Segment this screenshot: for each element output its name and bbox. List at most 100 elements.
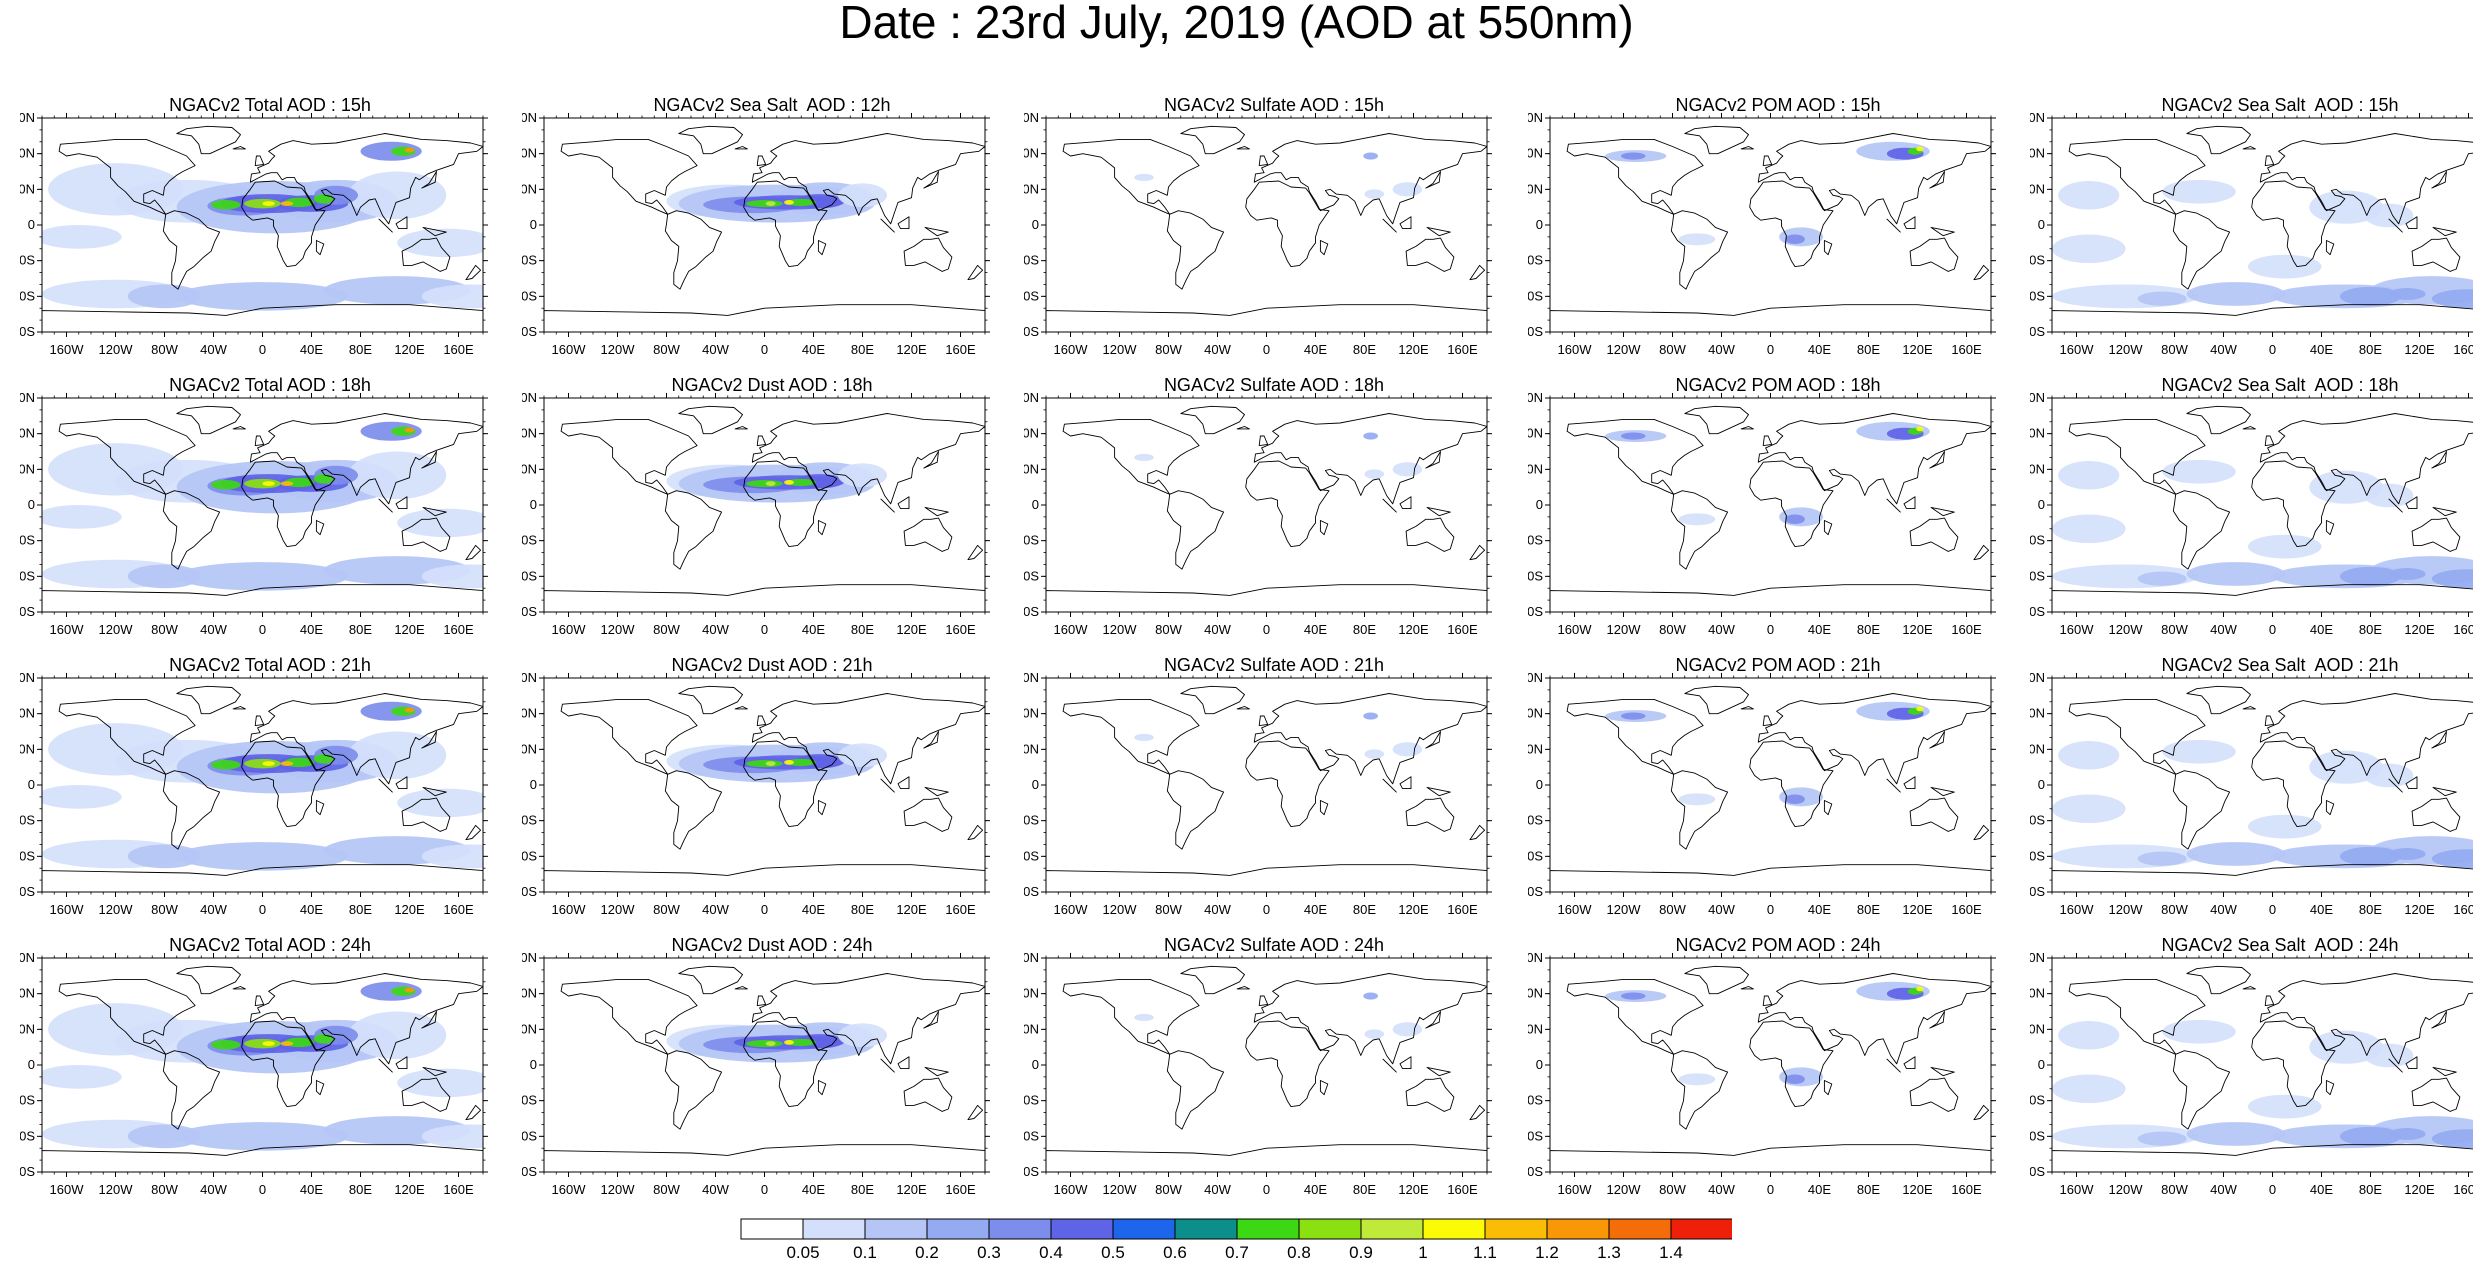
world-map: 90N60N30N030S60S90S160W120W80W40W040E80E… [1528,650,2028,920]
longitude-tick-label: 80E [851,622,874,637]
longitude-tick-label: 160E [1951,1182,1982,1197]
longitude-tick-label: 120E [1902,342,1933,357]
aod-field [2052,515,2126,544]
longitude-tick-label: 160E [945,622,976,637]
aod-field [1916,147,1923,152]
longitude-tick-label: 80W [2161,342,2188,357]
latitude-tick-label: 90S [1024,1164,1039,1179]
latitude-tick-label: 0 [1032,497,1039,512]
longitude-tick-label: 160W [1558,902,1593,917]
latitude-tick-label: 30N [1024,181,1039,196]
aod-field [1621,712,1646,719]
longitude-tick-label: 160W [1054,902,1089,917]
latitude-tick-label: 90S [1528,1164,1543,1179]
longitude-tick-label: 80W [1659,342,1686,357]
colorbar-swatch [989,1219,1051,1239]
longitude-tick-label: 160W [2060,622,2095,637]
aod-field [1365,189,1385,199]
longitude-tick-label: 80W [151,342,178,357]
latitude-tick-label: 60S [522,848,537,863]
latitude-tick-label: 60N [20,706,35,721]
world-map: 90N60N30N030S60S90S160W120W80W40W040E80E… [1024,650,1524,920]
longitude-tick-label: 120E [1902,1182,1933,1197]
colorbar-tick-label: 0.6 [1163,1243,1187,1263]
latitude-tick-label: 0 [530,497,537,512]
aod-field [177,1122,349,1151]
latitude-tick-label: 90S [1024,884,1039,899]
longitude-tick-label: 40E [802,1182,825,1197]
longitude-tick-label: 80E [2359,342,2382,357]
aod-field [177,562,349,591]
longitude-tick-label: 0 [761,342,768,357]
longitude-tick-label: 120W [1607,622,1642,637]
latitude-tick-label: 30S [1528,1093,1543,1108]
aod-field [1134,454,1154,461]
map-panel: 90N60N30N030S60S90S160W120W80W40W040E80E… [1024,930,1524,1200]
longitude-tick-label: 40E [1304,1182,1327,1197]
longitude-tick-label: 160E [443,342,474,357]
latitude-tick-label: 60N [1528,706,1543,721]
colorbar-swatch [1299,1219,1361,1239]
world-map: 90N60N30N030S60S90S160W120W80W40W040E80E… [522,930,1022,1200]
longitude-tick-label: 40W [702,902,729,917]
latitude-tick-label: 90S [522,604,537,619]
longitude-tick-label: 160E [945,902,976,917]
map-panel: 90N60N30N030S60S90S160W120W80W40W040E80E… [1528,90,2028,360]
aod-field [263,1041,275,1046]
world-map: 90N60N30N030S60S90S160W120W80W40W040E80E… [2030,370,2473,640]
latitude-tick-label: 30N [1528,741,1543,756]
panel-title: NGACv2 POM AOD : 15h [1528,95,2028,116]
longitude-tick-label: 160E [443,622,474,637]
latitude-tick-label: 60S [1024,848,1039,863]
longitude-tick-label: 0 [761,622,768,637]
longitude-tick-label: 160W [50,622,85,637]
longitude-tick-label: 0 [761,1182,768,1197]
aod-field [766,1041,776,1046]
longitude-tick-label: 120W [1607,342,1642,357]
longitude-tick-label: 80W [2161,902,2188,917]
aod-field [263,481,275,486]
longitude-tick-label: 40E [2310,902,2333,917]
longitude-tick-label: 40E [1808,342,1831,357]
colorbar-swatch [803,1219,865,1239]
longitude-tick-label: 40W [1708,622,1735,637]
latitude-tick-label: 30N [1024,461,1039,476]
colorbar-tick-label: 0.1 [853,1243,877,1263]
longitude-tick-label: 80E [349,622,372,637]
latitude-tick-label: 60S [1528,568,1543,583]
latitude-tick-label: 30S [2030,1093,2045,1108]
aod-field [2058,461,2119,490]
latitude-tick-label: 30S [2030,533,2045,548]
latitude-tick-label: 60N [2030,706,2045,721]
longitude-tick-label: 120E [2404,342,2435,357]
longitude-tick-label: 40W [1204,902,1231,917]
longitude-tick-label: 80W [151,622,178,637]
longitude-tick-label: 40W [1204,622,1231,637]
colorbar-tick-label: 0.4 [1039,1243,1063,1263]
aod-field [2138,852,2187,866]
latitude-tick-label: 60S [2030,1128,2045,1143]
longitude-tick-label: 0 [1263,622,1270,637]
longitude-tick-label: 0 [1767,342,1774,357]
map-panel: 90N60N30N030S60S90S160W120W80W40W040E80E… [2030,90,2473,360]
longitude-tick-label: 40W [702,342,729,357]
latitude-tick-label: 30S [20,533,35,548]
world-map: 90N60N30N030S60S90S160W120W80W40W040E80E… [522,90,1022,360]
longitude-tick-label: 0 [259,622,266,637]
colorbar-tick-label: 0.8 [1287,1243,1311,1263]
aod-field [1621,432,1646,439]
latitude-tick-label: 30S [522,813,537,828]
latitude-tick-label: 0 [1032,1057,1039,1072]
colorbar-swatch [1671,1219,1732,1239]
latitude-tick-label: 90S [20,324,35,339]
latitude-tick-label: 30S [20,1093,35,1108]
colorbar-swatch [1051,1219,1113,1239]
latitude-tick-label: 60N [1528,426,1543,441]
latitude-tick-label: 60N [1024,986,1039,1001]
longitude-tick-label: 0 [761,902,768,917]
colorbar-tick-label: 0.05 [786,1243,819,1263]
longitude-tick-label: 40E [300,902,323,917]
world-map: 90N60N30N030S60S90S160W120W80W40W040E80E… [20,370,520,640]
map-panel: 90N60N30N030S60S90S160W120W80W40W040E80E… [522,370,1022,640]
